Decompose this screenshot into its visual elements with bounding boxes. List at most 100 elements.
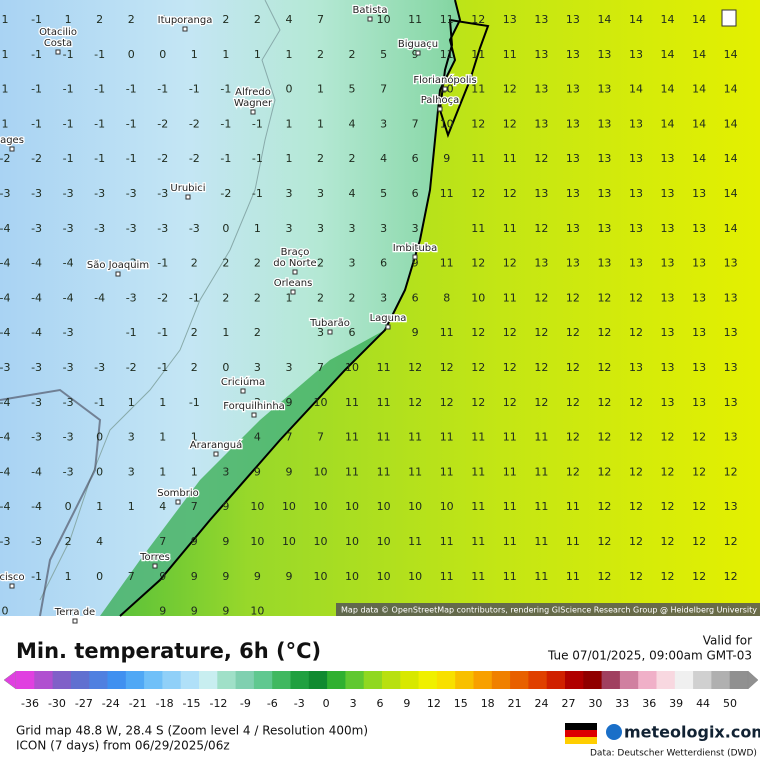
grid-value: 13 — [629, 222, 643, 235]
grid-value: 3 — [285, 222, 292, 235]
grid-value: 11 — [503, 465, 517, 478]
grid-value: 14 — [629, 13, 643, 26]
city-label: Forquilhinha — [223, 401, 285, 412]
colorbar-segment — [382, 671, 401, 689]
grid-value: -1 — [31, 117, 42, 130]
grid-value: 10 — [250, 535, 264, 548]
colorbar-segment — [217, 671, 237, 689]
grid-value: 12 — [566, 465, 580, 478]
grid-value: -3 — [126, 257, 137, 270]
scale-label: -12 — [209, 697, 227, 710]
grid-value: 10 — [377, 570, 391, 583]
colorbar-segment — [162, 671, 182, 689]
grid-value: -1 — [157, 361, 168, 374]
city-label: Criciúma — [221, 376, 265, 388]
colorbar: -36 -30 -27 -24 -21 -18 -15 -12 -9 -6 -3 0 3 6 9 12 15 18… — [3, 670, 759, 710]
grid-value: 12 — [503, 361, 517, 374]
grid-value: 10 — [377, 500, 391, 513]
grid-value: 0 — [96, 570, 103, 583]
grid-value: 10 — [408, 570, 422, 583]
grid-value: 11 — [408, 431, 422, 444]
city-label: Urubici — [170, 183, 205, 194]
grid-value: 3 — [285, 361, 292, 374]
city-dot — [182, 26, 188, 32]
grid-value: 13 — [597, 187, 611, 200]
grid-value: 13 — [503, 13, 517, 26]
grid-value: 11 — [534, 500, 548, 513]
grid-value: 13 — [566, 13, 580, 26]
colorbar-segment — [34, 671, 54, 689]
grid-value: -1 — [94, 117, 105, 130]
grid-value: 12 — [629, 396, 643, 409]
grid-value: 2 — [254, 291, 261, 304]
grid-value: 12 — [534, 396, 548, 409]
attribution: Map data © OpenStreetMap contributors, r… — [341, 606, 757, 615]
grid-value: 13 — [692, 326, 706, 339]
ocean — [120, 0, 760, 616]
grid-value: 9 — [285, 465, 292, 478]
scale-label: 6 — [377, 697, 384, 710]
grid-value: 11 — [345, 465, 359, 478]
scale-label: -24 — [102, 697, 120, 710]
grid-value: 12 — [692, 500, 706, 513]
grid-value: 2 — [128, 13, 135, 26]
grid-value: -1 — [63, 83, 74, 96]
grid-value: 4 — [254, 431, 261, 444]
grid-value: 12 — [440, 396, 454, 409]
grid-value: 11 — [471, 431, 485, 444]
grid-value: 9 — [412, 257, 419, 270]
grid-value: 12 — [566, 326, 580, 339]
grid-value: 13 — [724, 396, 738, 409]
grid-value: -1 — [94, 152, 105, 165]
colorbar-segment — [528, 671, 548, 689]
grid-value: 12 — [692, 570, 706, 583]
grid-value: 10 — [471, 291, 485, 304]
valid-time: Tue 07/01/2025, 09:00am GMT-03 — [547, 649, 752, 663]
grid-value: 11 — [377, 361, 391, 374]
colorbar-segment — [70, 671, 90, 689]
grid-value: 13 — [724, 257, 738, 270]
city-label: Laguna — [370, 313, 407, 324]
grid-value: 11 — [503, 222, 517, 235]
grid-value: 1 — [191, 465, 198, 478]
grid-value: -1 — [94, 396, 105, 409]
city-label: cisco — [0, 572, 25, 583]
grid-value: 12 — [503, 83, 517, 96]
grid-value: 11 — [566, 535, 580, 548]
grid-value: 13 — [629, 48, 643, 61]
grid-value: 12 — [503, 257, 517, 270]
colorbar-segment — [290, 671, 310, 689]
grid-value: 14 — [692, 152, 706, 165]
grid-value: 1 — [96, 500, 103, 513]
grid-value: 2 — [191, 361, 198, 374]
grid-value: 3 — [254, 361, 261, 374]
city-dot — [327, 329, 333, 335]
grid-value: 12 — [503, 117, 517, 130]
grid-value: 10 — [345, 535, 359, 548]
grid-value: 12 — [597, 326, 611, 339]
city-label: Costa — [44, 38, 72, 49]
icon[interactable] — [721, 9, 737, 27]
grid-value: 12 — [661, 500, 675, 513]
grid-value: 11 — [440, 465, 454, 478]
brand[interactable]: meteologix.com — [624, 723, 760, 742]
colorbar-segment — [656, 671, 676, 689]
grid-value: 0 — [285, 83, 292, 96]
city-dot — [437, 106, 443, 112]
grid-value: 11 — [408, 535, 422, 548]
grid-value: 1 — [65, 13, 72, 26]
grid-value: 4 — [285, 13, 292, 26]
colorbar-segment — [125, 671, 145, 689]
colorbar-segment — [272, 671, 291, 689]
grid-value: 12 — [629, 326, 643, 339]
grid-value: -4 — [63, 291, 74, 304]
grid-value: 13 — [534, 13, 548, 26]
grid-value: 2 — [191, 326, 198, 339]
grid-value: -1 — [189, 291, 200, 304]
scale-label: 0 — [323, 697, 330, 710]
grid-value: -3 — [126, 222, 137, 235]
scale-label: 33 — [615, 697, 629, 710]
grid-value: 9 — [254, 570, 261, 583]
grid-value: 9 — [222, 605, 229, 618]
